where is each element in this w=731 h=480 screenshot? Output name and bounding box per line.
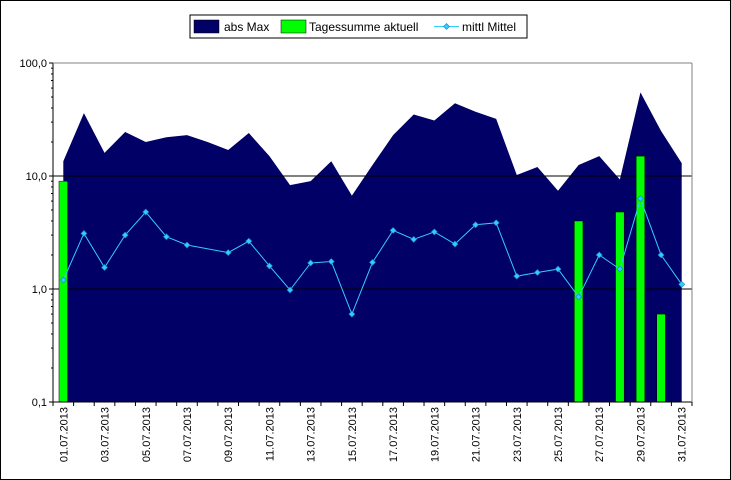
y-tick-label-2: 10,0 — [26, 171, 47, 183]
x-tick-label-5: 11.07.2013 — [264, 407, 276, 461]
line-series-mittl-mittel — [62, 197, 683, 316]
point-11.07.2013 — [266, 262, 273, 270]
point-22.07.2013 — [492, 219, 500, 227]
legend-marker-mittl-mittel — [443, 23, 450, 30]
point-15.07.2013 — [348, 310, 356, 318]
bar-28.07.2013 — [615, 211, 625, 403]
bar-30.07.2013 — [656, 313, 666, 403]
point-04.07.2013 — [121, 231, 129, 239]
point-16.07.2013 — [369, 258, 376, 266]
x-tick-label-6: 13.07.2013 — [306, 407, 318, 462]
point-02.07.2013 — [80, 230, 88, 237]
legend-box — [189, 14, 528, 39]
point-18.07.2013 — [410, 235, 418, 243]
bar-29.07.2013 — [635, 155, 646, 403]
legend-swatch-tagessumme — [280, 19, 307, 34]
point-29.07.2013 — [637, 195, 644, 203]
point-30.07.2013 — [657, 251, 665, 259]
point-07.07.2013 — [183, 241, 191, 249]
point-01.07.2013 — [59, 276, 67, 284]
x-tick-label-3: 07.07.2013 — [182, 407, 194, 462]
point-31.07.2013 — [678, 280, 686, 288]
x-tick-label-4: 09.07.2013 — [223, 407, 235, 462]
point-03.07.2013 — [101, 264, 108, 271]
x-tick-label-2: 05.07.2013 — [141, 407, 153, 462]
bar-26.07.2013 — [574, 220, 584, 403]
point-23.07.2013 — [513, 272, 521, 280]
y-tick-label-3: 100,0 — [19, 58, 47, 70]
point-14.07.2013 — [327, 258, 335, 265]
legend-label-abs-max: abs Max — [224, 20, 269, 34]
x-tick-label-13: 27.07.2013 — [594, 407, 606, 462]
legend-label-tagessumme: Tagessumme aktuell — [309, 20, 418, 34]
legend: abs Max Tagessumme aktuell mittl Mittel — [189, 14, 528, 39]
x-tick-label-8: 17.07.2013 — [388, 407, 400, 462]
y-tick-label-0: 0,1 — [32, 397, 47, 409]
legend-swatch-abs-max — [193, 19, 220, 34]
x-tick-label-11: 23.07.2013 — [512, 407, 524, 462]
point-12.07.2013 — [286, 286, 294, 294]
legend-label-mittl-mittel: mittl Mittel — [462, 20, 516, 34]
point-28.07.2013 — [616, 265, 624, 273]
x-tick-label-0: 01.07.2013 — [58, 407, 70, 462]
x-tick-label-9: 19.07.2013 — [429, 407, 441, 462]
point-26.07.2013 — [575, 293, 583, 301]
point-13.07.2013 — [307, 259, 315, 267]
x-tick-label-10: 21.07.2013 — [471, 407, 483, 462]
point-24.07.2013 — [533, 269, 541, 276]
x-tick-label-1: 03.07.2013 — [100, 407, 112, 462]
point-19.07.2013 — [430, 228, 438, 236]
point-05.07.2013 — [142, 208, 150, 216]
point-06.07.2013 — [162, 233, 170, 241]
area-series-abs-max — [63, 92, 682, 402]
point-10.07.2013 — [245, 237, 253, 245]
point-25.07.2013 — [554, 265, 562, 273]
point-27.07.2013 — [595, 251, 603, 259]
point-20.07.2013 — [451, 240, 459, 248]
x-tick-label-14: 29.07.2013 — [635, 407, 647, 462]
y-tick-label-1: 1,0 — [32, 284, 47, 296]
point-09.07.2013 — [224, 249, 232, 257]
x-tick-label-15: 31.07.2013 — [677, 407, 689, 462]
x-tick-label-12: 25.07.2013 — [553, 407, 565, 462]
point-21.07.2013 — [472, 221, 479, 229]
point-17.07.2013 — [389, 226, 397, 234]
x-tick-label-7: 15.07.2013 — [347, 407, 359, 462]
bar-01.07.2013 — [58, 180, 68, 403]
